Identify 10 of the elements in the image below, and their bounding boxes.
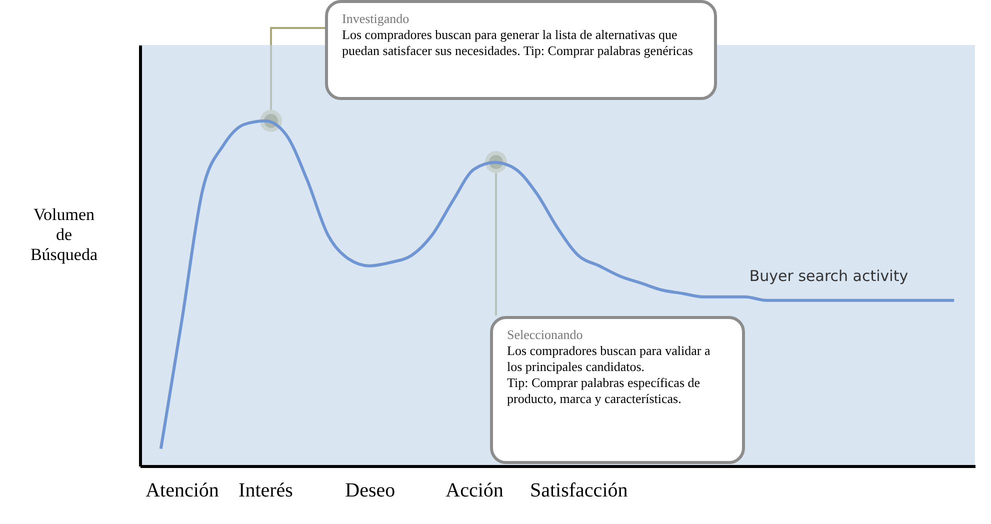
x-tick-label: Atención	[146, 480, 219, 502]
x-tick-label: Interés	[238, 480, 294, 502]
annotation: Seleccionando Los compradores buscan para validar a los principales candidatos. Tip: Comprar palabras específicas de producto, marca y características.	[507, 327, 712, 407]
x-tick-label: Deseo	[345, 480, 396, 502]
series-label: Buyer search activity	[749, 266, 908, 285]
y-axis-title: Volumen de Búsqueda	[29, 205, 99, 265]
callout-box: Investigando Los compradores buscan para generar la lista de alternativas que puedan satisfacer sus necesidades. Tip: Comprar palabras genéricas	[325, 0, 717, 100]
callout-box: Seleccionando Los compradores buscan para validar a los principales candidatos. Tip: Comprar palabras específicas de producto, marca y características.	[490, 316, 745, 464]
x-tick-label: Acción	[446, 480, 504, 502]
x-tick-label: Satisfacción	[530, 480, 628, 502]
